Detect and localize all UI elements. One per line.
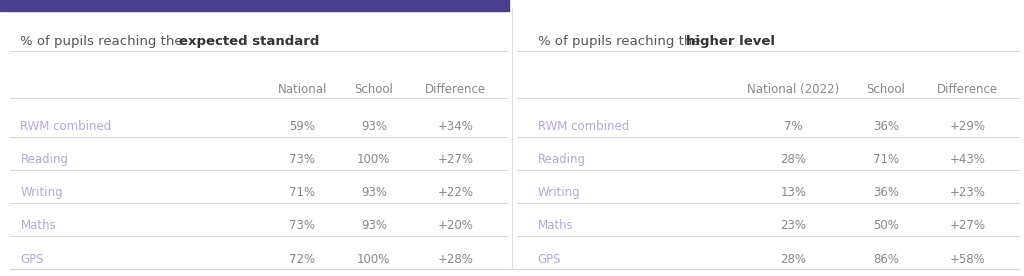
Text: +43%: +43%: [949, 153, 986, 166]
Text: RWM combined: RWM combined: [538, 120, 629, 133]
Text: Maths: Maths: [538, 219, 573, 232]
Text: Reading: Reading: [20, 153, 69, 166]
Text: 71%: 71%: [872, 153, 899, 166]
Text: +23%: +23%: [949, 186, 986, 199]
Text: 23%: 23%: [780, 219, 807, 232]
Text: Difference: Difference: [425, 83, 486, 96]
Text: 73%: 73%: [289, 219, 315, 232]
Text: RWM combined: RWM combined: [20, 120, 112, 133]
Text: National: National: [278, 83, 327, 96]
Text: 93%: 93%: [360, 186, 387, 199]
Text: 50%: 50%: [872, 219, 899, 232]
Text: 36%: 36%: [872, 120, 899, 133]
Text: +58%: +58%: [950, 253, 985, 266]
Text: +27%: +27%: [437, 153, 474, 166]
Text: Difference: Difference: [937, 83, 998, 96]
Text: 71%: 71%: [289, 186, 315, 199]
Text: 73%: 73%: [289, 153, 315, 166]
Text: School: School: [866, 83, 905, 96]
Text: Reading: Reading: [538, 153, 586, 166]
Text: expected standard: expected standard: [179, 34, 319, 47]
Text: +22%: +22%: [437, 186, 474, 199]
Text: 13%: 13%: [780, 186, 807, 199]
Text: 36%: 36%: [872, 186, 899, 199]
Text: % of pupils reaching the: % of pupils reaching the: [20, 34, 187, 47]
Text: +20%: +20%: [437, 219, 474, 232]
Text: 72%: 72%: [289, 253, 315, 266]
Text: National (2022): National (2022): [748, 83, 840, 96]
Text: GPS: GPS: [538, 253, 561, 266]
Text: Maths: Maths: [20, 219, 56, 232]
Text: 93%: 93%: [360, 120, 387, 133]
Text: Writing: Writing: [538, 186, 581, 199]
Text: 93%: 93%: [360, 219, 387, 232]
Text: +29%: +29%: [949, 120, 986, 133]
Text: Writing: Writing: [20, 186, 63, 199]
Text: 28%: 28%: [780, 153, 807, 166]
Text: +28%: +28%: [437, 253, 474, 266]
Text: 100%: 100%: [357, 153, 390, 166]
Text: higher level: higher level: [686, 34, 775, 47]
Text: 28%: 28%: [780, 253, 807, 266]
Text: 86%: 86%: [872, 253, 899, 266]
Text: +34%: +34%: [437, 120, 474, 133]
Text: 7%: 7%: [784, 120, 803, 133]
Text: % of pupils reaching the: % of pupils reaching the: [538, 34, 705, 47]
Text: School: School: [354, 83, 393, 96]
Text: 59%: 59%: [289, 120, 315, 133]
Text: GPS: GPS: [20, 253, 44, 266]
Text: 100%: 100%: [357, 253, 390, 266]
Text: +27%: +27%: [949, 219, 986, 232]
